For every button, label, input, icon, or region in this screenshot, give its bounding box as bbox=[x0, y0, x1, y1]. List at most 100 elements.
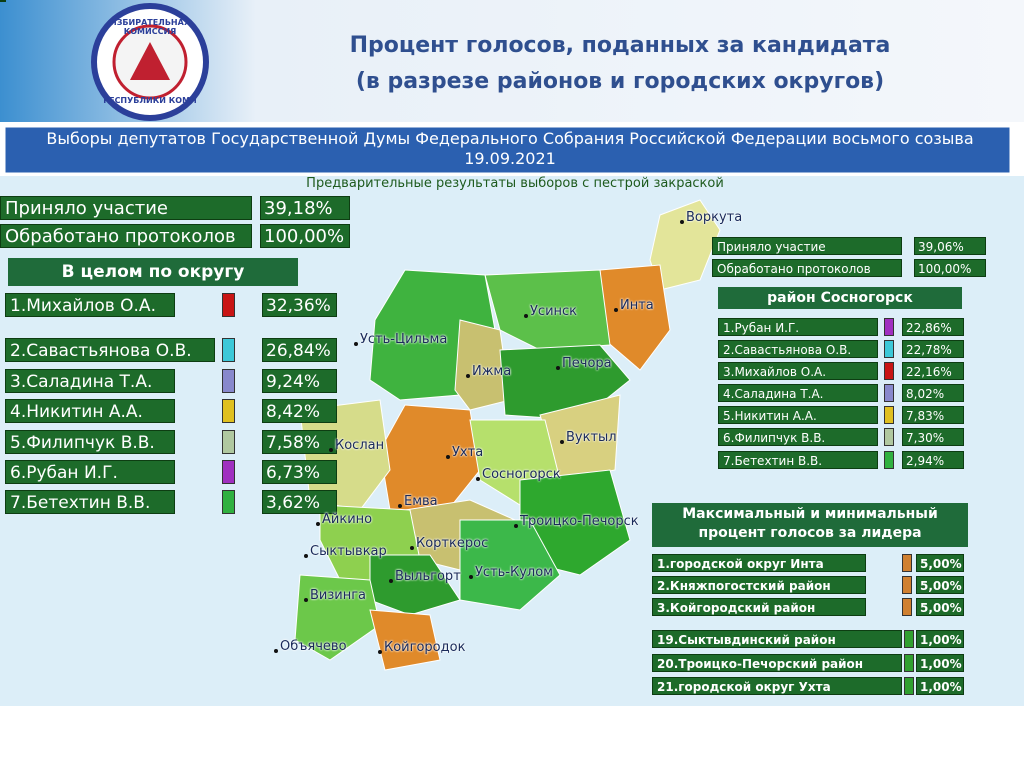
row-name: 4.Никитин А.А. bbox=[5, 399, 175, 423]
map-label: Ухта bbox=[452, 445, 484, 460]
bar-icon bbox=[884, 406, 894, 424]
bar-icon bbox=[902, 576, 912, 594]
bar-icon bbox=[222, 490, 235, 514]
row-value: 1,00% bbox=[916, 677, 964, 695]
row-name: 20.Троицко-Печорский район bbox=[652, 654, 902, 672]
row-name: 6.Филипчук В.В. bbox=[718, 428, 878, 446]
stat-label: Обработано протоколов bbox=[712, 259, 902, 277]
map-dot bbox=[680, 220, 684, 224]
row-value: 1,00% bbox=[916, 654, 964, 672]
map-dot bbox=[304, 598, 308, 602]
heading-box bbox=[718, 287, 962, 309]
map-dot bbox=[476, 477, 480, 481]
subtitle: Предварительные результаты выборов с пес… bbox=[306, 176, 724, 191]
title-line: (в разрезе районов и городских округов) bbox=[355, 69, 885, 94]
map-dot bbox=[560, 440, 564, 444]
map-dot bbox=[398, 504, 402, 508]
banner-box bbox=[4, 126, 1011, 174]
bar-icon bbox=[904, 654, 914, 672]
title-line: Процент голосов, поданных за кандидата bbox=[349, 33, 891, 58]
map-label: Вуктыл bbox=[566, 430, 617, 445]
bar-icon bbox=[884, 362, 894, 380]
row-value: 22,16% bbox=[902, 362, 964, 380]
heading: В целом по округу bbox=[61, 262, 245, 282]
map-label: Троицко-Печорск bbox=[520, 514, 639, 529]
logo-emblem bbox=[130, 42, 170, 80]
map-dot bbox=[389, 579, 393, 583]
logo-text: ИЗБИРАТЕЛЬНАЯ КОМИССИЯ bbox=[110, 18, 190, 36]
title: Процент голосов, поданных за кандидата (… bbox=[300, 28, 940, 100]
row-value: 5,00% bbox=[916, 598, 964, 616]
bar-icon bbox=[222, 460, 235, 484]
map-dot bbox=[316, 522, 320, 526]
map-label: Ижма bbox=[472, 364, 512, 379]
bar-icon bbox=[904, 630, 914, 648]
map-dot bbox=[446, 455, 450, 459]
stat-value: 100,00% bbox=[914, 259, 986, 277]
row-name: 1.городской округ Инта bbox=[652, 554, 866, 572]
row-name: 7.Бетехтин В.В. bbox=[718, 451, 878, 469]
row-name: 6.Рубан И.Г. bbox=[5, 460, 175, 484]
banner: Выборы депутатов Государственной Думы Фе… bbox=[46, 129, 974, 168]
heading-box bbox=[8, 258, 298, 286]
row-name: 5.Филипчук В.В. bbox=[5, 430, 175, 454]
map-dot bbox=[329, 448, 333, 452]
row-name: 1.Михайлов О.А. bbox=[5, 293, 175, 317]
map-dot bbox=[614, 308, 618, 312]
map-label: Айкино bbox=[322, 512, 373, 527]
map-dot bbox=[514, 524, 518, 528]
bar-icon bbox=[884, 340, 894, 358]
bar-icon bbox=[222, 338, 235, 362]
stat-label: Приняло участие bbox=[0, 196, 252, 220]
bar-icon bbox=[222, 399, 235, 423]
map-label: Выльгорт bbox=[395, 569, 461, 584]
stat-label: Приняло участие bbox=[712, 237, 902, 255]
bar-icon bbox=[222, 293, 235, 317]
stat-value: 39,18% bbox=[260, 196, 350, 220]
map-dot bbox=[304, 554, 308, 558]
map-label: Усть-Цильма bbox=[360, 332, 448, 347]
bar-icon bbox=[222, 430, 235, 454]
row-value: 32,36% bbox=[262, 293, 337, 317]
map-label: Объячево bbox=[280, 639, 347, 654]
map-dot bbox=[466, 374, 470, 378]
row-value: 5,00% bbox=[916, 554, 964, 572]
row-name: 3.Михайлов О.А. bbox=[718, 362, 878, 380]
row-value: 7,83% bbox=[902, 406, 964, 424]
row-name: 2.Савастьянова О.В. bbox=[5, 338, 215, 362]
map-dot bbox=[378, 650, 382, 654]
map-label: Воркута bbox=[686, 210, 743, 225]
map-dot bbox=[524, 314, 528, 318]
row-name: 5.Никитин А.А. bbox=[718, 406, 878, 424]
heading: район Сосногорск bbox=[767, 290, 913, 306]
map-dot bbox=[556, 366, 560, 370]
map-label: Кослан bbox=[335, 438, 385, 453]
row-value: 7,30% bbox=[902, 428, 964, 446]
row-value: 22,78% bbox=[902, 340, 964, 358]
logo-text: РЕСПУБЛИКИ КОМИ bbox=[103, 96, 197, 105]
row-name: 7.Бетехтин В.В. bbox=[5, 490, 175, 514]
row-value: 2,94% bbox=[902, 451, 964, 469]
map-label: Печора bbox=[562, 356, 612, 371]
stat-value: 100,00% bbox=[260, 224, 350, 248]
row-value: 3,62% bbox=[262, 490, 337, 514]
bar-icon bbox=[902, 598, 912, 616]
map-dot bbox=[354, 342, 358, 346]
map-dot bbox=[469, 575, 473, 579]
map-label: Инта bbox=[620, 298, 654, 313]
row-value: 8,02% bbox=[902, 384, 964, 402]
map bbox=[294, 199, 721, 671]
heading-box bbox=[652, 503, 968, 547]
bar-icon bbox=[884, 384, 894, 402]
row-value: 22,86% bbox=[902, 318, 964, 336]
row-value: 8,42% bbox=[262, 399, 337, 423]
map-label: Корткерос bbox=[416, 536, 489, 551]
row-value: 6,73% bbox=[262, 460, 337, 484]
map-label: Сыктывкар bbox=[310, 544, 387, 559]
row-value: 5,00% bbox=[916, 576, 964, 594]
row-value: 26,84% bbox=[262, 338, 337, 362]
stat-value: 39,06% bbox=[914, 237, 986, 255]
map-label: Сосногорск bbox=[482, 467, 561, 482]
row-name: 21.городской округ Ухта bbox=[652, 677, 902, 695]
